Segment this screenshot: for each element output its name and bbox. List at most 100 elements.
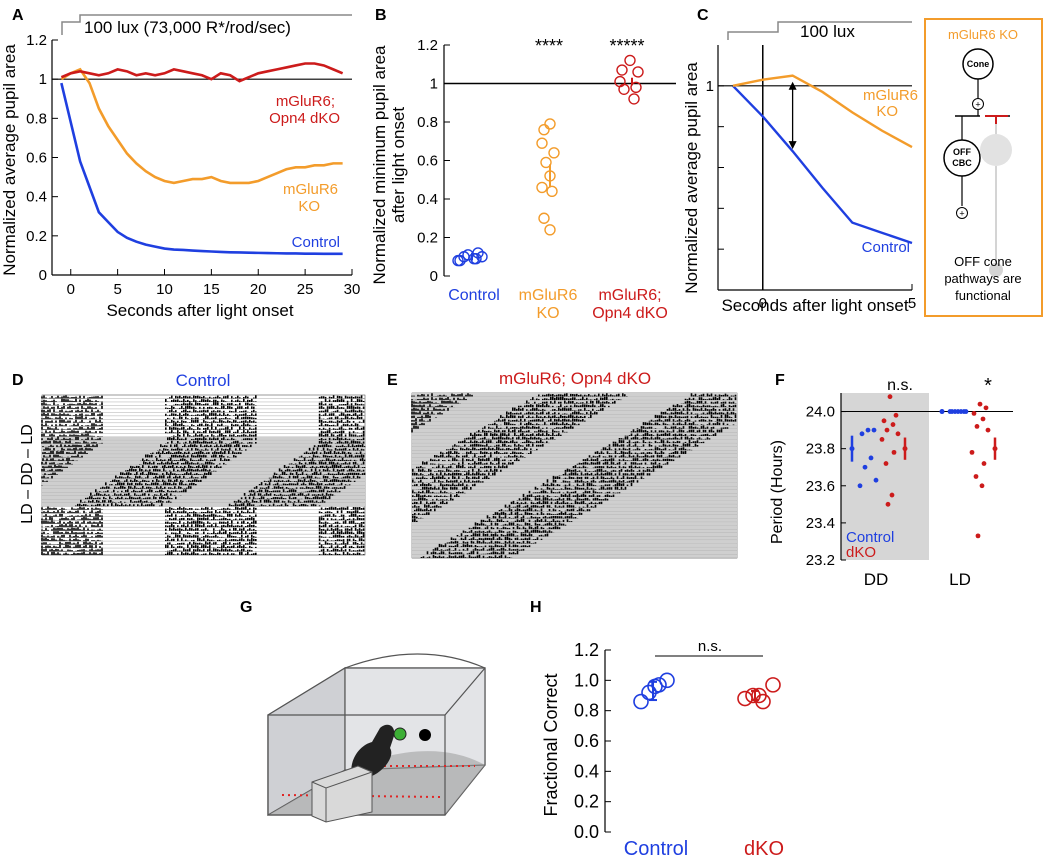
activity-bout bbox=[318, 527, 365, 531]
dark-shading bbox=[412, 471, 737, 476]
activity-bout bbox=[115, 475, 207, 479]
data-point-f-control bbox=[857, 483, 863, 489]
activity-bout bbox=[41, 541, 103, 545]
data-point-f-control bbox=[963, 409, 969, 414]
activity-bout bbox=[42, 472, 58, 475]
activity-bout bbox=[318, 409, 365, 413]
y-tick-label-b: 1 bbox=[430, 76, 438, 93]
activity-bout bbox=[504, 504, 597, 508]
activity-bout bbox=[167, 409, 257, 413]
activity-bout bbox=[41, 523, 103, 528]
activity-bout bbox=[85, 496, 177, 500]
arrowhead-up-c bbox=[788, 81, 797, 90]
legend-control-f: Control bbox=[846, 529, 894, 546]
activity-bout bbox=[411, 418, 431, 422]
activity-bout bbox=[165, 530, 257, 535]
y-tick-label-h: 0.8 bbox=[574, 701, 599, 721]
data-point-f-dko bbox=[971, 411, 977, 416]
data-point-b-ko bbox=[546, 185, 558, 198]
panel-label-h: H bbox=[530, 599, 542, 616]
activity-bout bbox=[41, 454, 83, 458]
dark-shading bbox=[412, 550, 737, 555]
activity-bout bbox=[165, 534, 257, 538]
data-point-b-control bbox=[476, 251, 488, 263]
dark-shading bbox=[412, 486, 737, 490]
dark-shading bbox=[42, 478, 365, 482]
data-point-f-control bbox=[859, 431, 865, 437]
data-point-b-dko bbox=[628, 93, 640, 105]
data-point-b-dko bbox=[614, 75, 626, 88]
data-point-f-dko bbox=[884, 427, 890, 433]
activity-bout bbox=[412, 508, 436, 512]
dark-shading bbox=[412, 507, 737, 512]
y-tick-label-f: 23.8 bbox=[806, 441, 835, 458]
activity-bout bbox=[160, 444, 252, 448]
activity-bout bbox=[492, 511, 583, 515]
actogram-title-d: Control bbox=[176, 371, 231, 390]
activity-bout bbox=[165, 412, 257, 416]
activity-bout bbox=[278, 468, 365, 472]
activity-bout bbox=[157, 447, 247, 451]
inset-caption-2: pathways are bbox=[944, 271, 1021, 286]
x-tick-label-c: 0 bbox=[759, 295, 767, 312]
activity-bout bbox=[233, 499, 326, 503]
panel-h: 0.0 0.2 0.4 0.6 0.8 1.0 1.2 Fractional Correct… bbox=[541, 638, 784, 860]
inset-caption-1: OFF cone bbox=[954, 254, 1012, 269]
y-tick-label-f: 23.2 bbox=[806, 552, 835, 569]
activity-bout bbox=[165, 510, 257, 514]
activity-bout bbox=[432, 547, 525, 551]
activity-bout bbox=[288, 461, 365, 465]
activity-bout bbox=[412, 468, 502, 472]
activity-bout bbox=[165, 517, 257, 521]
activity-bout bbox=[318, 538, 365, 542]
x-cat-dd-f: DD bbox=[864, 570, 889, 589]
activity-bout bbox=[412, 472, 496, 476]
data-point-b-ko bbox=[536, 137, 548, 149]
activity-bout bbox=[318, 430, 365, 434]
activity-bout bbox=[412, 497, 454, 501]
data-point-b-ko bbox=[540, 156, 552, 169]
y-tick-label-b: 0.6 bbox=[417, 153, 438, 170]
activity-bout bbox=[41, 433, 103, 437]
dark-shading bbox=[412, 493, 737, 498]
activity-bout bbox=[263, 478, 356, 482]
panel-f: 23.2 23.4 23.6 23.8 24.0 Period (Hours) DD L… bbox=[769, 375, 1013, 589]
dark-shading bbox=[42, 502, 365, 507]
data-point-f-control bbox=[947, 409, 953, 414]
activity-bout bbox=[80, 499, 172, 503]
activity-bout bbox=[248, 489, 341, 493]
activity-bout bbox=[165, 423, 257, 427]
activity-bout bbox=[41, 419, 103, 423]
dark-shading bbox=[412, 446, 737, 451]
activity-bout bbox=[416, 464, 508, 469]
series-label-ko-a-1: mGluR6 bbox=[283, 181, 338, 198]
dark-shading bbox=[412, 453, 737, 458]
dark-shading bbox=[412, 425, 737, 429]
y-tick-label-b: 0.4 bbox=[417, 191, 438, 208]
group-label-dko-h: dKO bbox=[744, 838, 784, 860]
activity-bout bbox=[558, 472, 651, 476]
activity-bout bbox=[240, 496, 331, 500]
x-axis-label-c: Seconds after light onset bbox=[721, 296, 908, 315]
activity-bout bbox=[564, 468, 657, 472]
activity-bout bbox=[411, 400, 461, 404]
activity-bout bbox=[624, 432, 717, 436]
activity-bout bbox=[41, 430, 103, 434]
dark-shading bbox=[412, 511, 737, 515]
panel-g-arena-illustration bbox=[267, 653, 486, 823]
group-label-ko-b-1: mGluR6 bbox=[519, 287, 578, 304]
dark-shading bbox=[412, 543, 737, 548]
activity-bout bbox=[273, 471, 366, 475]
activity-bout bbox=[500, 414, 592, 419]
data-point-b-control bbox=[452, 254, 464, 267]
activity-bout bbox=[165, 416, 257, 420]
y-tick-label-b: 0.2 bbox=[417, 230, 438, 247]
activity-bout bbox=[318, 541, 365, 545]
activity-bout bbox=[130, 464, 222, 468]
y-tick-label-h: 0.6 bbox=[574, 731, 599, 751]
activity-bout bbox=[420, 554, 513, 558]
activity-bout bbox=[165, 537, 257, 542]
dark-shading bbox=[412, 536, 737, 541]
activity-bout bbox=[530, 396, 622, 401]
activity-bout bbox=[135, 461, 227, 465]
